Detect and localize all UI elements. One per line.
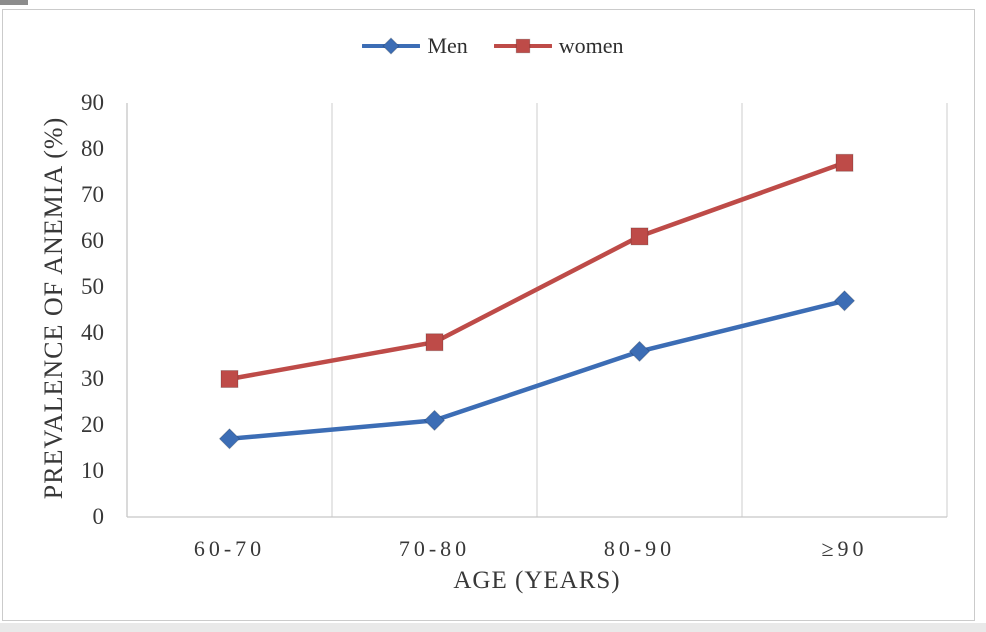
data-point-marker-diamond (423, 409, 446, 432)
data-point-marker-diamond (833, 290, 856, 312)
legend-label-men: Men (427, 33, 468, 58)
y-axis-title: PREVALENCE OF ANEMIA (%) (39, 116, 68, 500)
data-point-marker-diamond (218, 428, 241, 450)
data-point-marker-square (425, 333, 444, 352)
x-tick-label: ≥90 (821, 536, 868, 561)
y-tick-label: 40 (81, 320, 104, 345)
chart-legend: Men women (0, 33, 986, 59)
y-tick-label: 80 (81, 136, 104, 161)
legend-item-women: women (493, 33, 624, 59)
series-line-men (227, 298, 847, 442)
x-tick-label: 80-90 (603, 536, 676, 561)
window-edge-artifact (0, 0, 28, 5)
y-tick-label: 0 (92, 504, 105, 529)
data-point-marker-diamond (382, 37, 401, 55)
x-tick-label: 70-80 (398, 536, 471, 561)
x-axis-title: AGE (YEARS) (453, 567, 621, 594)
men-line-diamond-icon (362, 37, 421, 55)
x-tick-label: 60-70 (193, 536, 266, 561)
data-point-marker-square (515, 38, 531, 54)
legend-label-women: women (558, 33, 624, 58)
bottom-edge-strip (0, 623, 986, 632)
y-tick-label: 50 (81, 274, 104, 299)
women-line-square-icon (493, 38, 552, 54)
y-tick-label: 20 (81, 412, 104, 437)
y-tick-label: 70 (81, 182, 104, 207)
y-tick-label: 10 (81, 458, 104, 483)
legend-item-men: Men (362, 33, 468, 59)
y-tick-label: 90 (81, 90, 104, 115)
data-point-marker-diamond (628, 340, 651, 363)
data-point-marker-square (630, 227, 649, 246)
data-point-marker-square (835, 153, 854, 172)
series-line-women (227, 160, 847, 382)
data-point-marker-square (220, 370, 239, 388)
y-tick-label: 30 (81, 366, 104, 391)
y-tick-label: 60 (81, 228, 104, 253)
